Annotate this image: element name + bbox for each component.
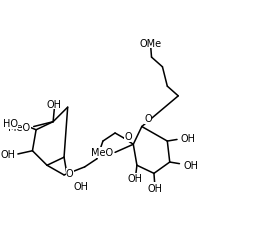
Text: OH: OH — [148, 183, 163, 193]
Text: OH: OH — [74, 181, 89, 191]
Text: OH: OH — [127, 173, 142, 183]
Text: OH: OH — [47, 99, 62, 109]
Text: MeO: MeO — [91, 148, 113, 158]
Text: OMe: OMe — [139, 38, 161, 48]
Text: O: O — [125, 132, 132, 142]
Text: OH: OH — [1, 149, 15, 159]
Text: O: O — [66, 169, 74, 179]
Text: O: O — [144, 114, 152, 124]
Text: OH: OH — [183, 161, 198, 171]
Text: OH: OH — [181, 133, 196, 143]
Text: MeO: MeO — [8, 122, 30, 132]
Text: HO: HO — [3, 119, 18, 129]
